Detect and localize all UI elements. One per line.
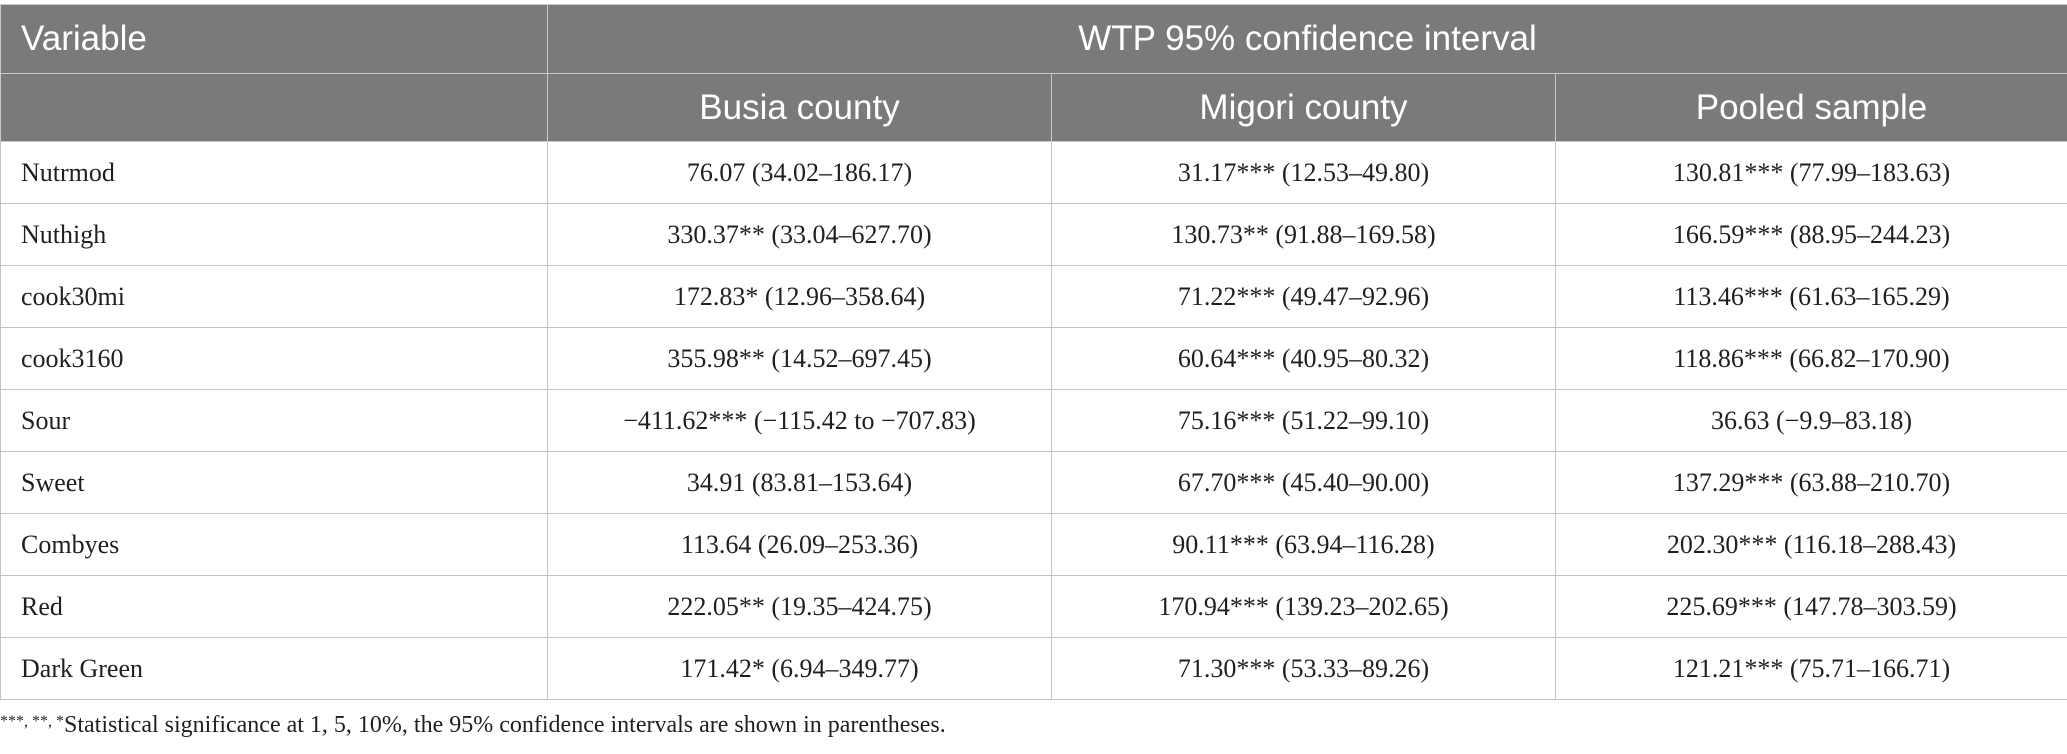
table-footnote: ***, **, *Statistical significance at 1,… bbox=[0, 712, 946, 739]
wtp-table-container: Variable WTP 95% confidence interval Bus… bbox=[0, 4, 2067, 700]
cell-busia: 222.05** (19.35–424.75) bbox=[547, 575, 1052, 638]
cell-variable: Dark Green bbox=[0, 637, 548, 700]
cell-variable: Sour bbox=[0, 389, 548, 452]
cell-migori: 90.11*** (63.94–116.28) bbox=[1051, 513, 1556, 576]
cell-busia: 76.07 (34.02–186.17) bbox=[547, 141, 1052, 204]
wtp-confidence-table: Variable WTP 95% confidence interval Bus… bbox=[0, 4, 2067, 700]
cell-variable: Sweet bbox=[0, 451, 548, 514]
header-migori: Migori county bbox=[1051, 73, 1556, 142]
cell-busia: 172.83* (12.96–358.64) bbox=[547, 265, 1052, 328]
cell-variable: Nutrmod bbox=[0, 141, 548, 204]
cell-busia: 171.42* (6.94–349.77) bbox=[547, 637, 1052, 700]
table-row: Nutrmod 76.07 (34.02–186.17) 31.17*** (12.… bbox=[0, 141, 2067, 204]
header-variable: Variable bbox=[0, 4, 548, 74]
footnote-text: Statistical significance at 1, 5, 10%, t… bbox=[64, 712, 946, 738]
cell-busia: 330.37** (33.04–627.70) bbox=[547, 203, 1052, 266]
cell-pooled: 225.69*** (147.78–303.59) bbox=[1554, 575, 2067, 638]
cell-migori: 170.94*** (139.23–202.65) bbox=[1051, 575, 1556, 638]
header-busia: Busia county bbox=[547, 73, 1052, 142]
table-row: cook3160 355.98** (14.52–697.45) 60.64*** … bbox=[0, 327, 2067, 390]
header-variable-blank bbox=[0, 73, 548, 142]
cell-migori: 71.30*** (53.33–89.26) bbox=[1051, 637, 1556, 700]
cell-migori: 75.16*** (51.22–99.10) bbox=[1051, 389, 1556, 452]
cell-busia: −411.62*** (−115.42 to −707.83) bbox=[547, 389, 1052, 452]
header-row-1: Variable WTP 95% confidence interval bbox=[0, 4, 2067, 74]
cell-pooled: 36.63 (−9.9–83.18) bbox=[1554, 389, 2067, 452]
header-pooled: Pooled sample bbox=[1554, 73, 2067, 142]
table-header: Variable WTP 95% confidence interval Bus… bbox=[0, 4, 2067, 142]
cell-pooled: 202.30*** (116.18–288.43) bbox=[1554, 513, 2067, 576]
cell-busia: 355.98** (14.52–697.45) bbox=[547, 327, 1052, 390]
table-row: Sour −411.62*** (−115.42 to −707.83) 75.16… bbox=[0, 389, 2067, 452]
cell-variable: cook30mi bbox=[0, 265, 548, 328]
header-group-wtp: WTP 95% confidence interval bbox=[546, 4, 2067, 74]
cell-busia: 34.91 (83.81–153.64) bbox=[547, 451, 1052, 514]
cell-migori: 60.64*** (40.95–80.32) bbox=[1051, 327, 1556, 390]
table-row: Nuthigh 330.37** (33.04–627.70) 130.73** (… bbox=[0, 203, 2067, 266]
cell-pooled: 118.86*** (66.82–170.90) bbox=[1554, 327, 2067, 390]
cell-migori: 130.73** (91.88–169.58) bbox=[1051, 203, 1556, 266]
cell-variable: Red bbox=[0, 575, 548, 638]
table-row: Sweet 34.91 (83.81–153.64) 67.70*** (45.40… bbox=[0, 451, 2067, 514]
cell-pooled: 113.46*** (61.63–165.29) bbox=[1554, 265, 2067, 328]
cell-pooled: 130.81*** (77.99–183.63) bbox=[1554, 141, 2067, 204]
cell-busia: 113.64 (26.09–253.36) bbox=[547, 513, 1052, 576]
cell-migori: 67.70*** (45.40–90.00) bbox=[1051, 451, 1556, 514]
header-row-2: Busia county Migori county Pooled sample bbox=[0, 73, 2067, 142]
cell-migori: 31.17*** (12.53–49.80) bbox=[1051, 141, 1556, 204]
cell-variable: cook3160 bbox=[0, 327, 548, 390]
cell-pooled: 121.21*** (75.71–166.71) bbox=[1554, 637, 2067, 700]
cell-pooled: 137.29*** (63.88–210.70) bbox=[1554, 451, 2067, 514]
footnote-marks: ***, **, * bbox=[0, 713, 64, 730]
table-row: Red 222.05** (19.35–424.75) 170.94*** (139… bbox=[0, 575, 2067, 638]
cell-migori: 71.22*** (49.47–92.96) bbox=[1051, 265, 1556, 328]
table-body: Nutrmod 76.07 (34.02–186.17) 31.17*** (12.… bbox=[0, 141, 2067, 700]
cell-variable: Combyes bbox=[0, 513, 548, 576]
cell-variable: Nuthigh bbox=[0, 203, 548, 266]
table-row: cook30mi 172.83* (12.96–358.64) 71.22*** (… bbox=[0, 265, 2067, 328]
table-row: Combyes 113.64 (26.09–253.36) 90.11*** (63… bbox=[0, 513, 2067, 576]
cell-pooled: 166.59*** (88.95–244.23) bbox=[1554, 203, 2067, 266]
table-row: Dark Green 171.42* (6.94–349.77) 71.30*** … bbox=[0, 637, 2067, 700]
